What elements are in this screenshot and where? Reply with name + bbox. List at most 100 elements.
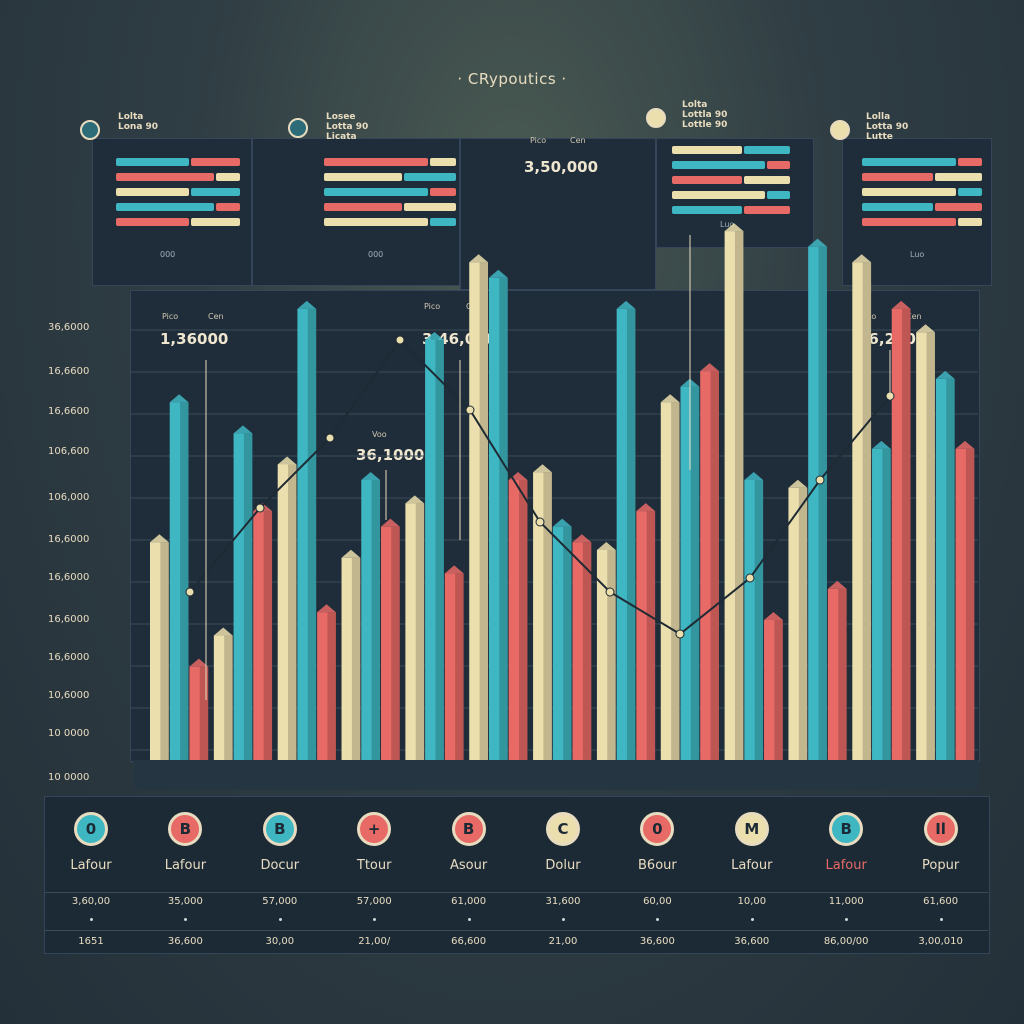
legend-swatch — [324, 158, 428, 166]
legend-swatch — [862, 173, 933, 181]
bar-shade — [224, 635, 233, 760]
bar-teal — [361, 480, 381, 760]
coin-value-secondary: 21,00/ — [358, 936, 391, 947]
bar-red — [253, 511, 273, 760]
callout-5-label-b: Cen — [906, 312, 922, 321]
legend-swatch — [744, 176, 790, 184]
bar-shade — [607, 550, 616, 760]
bar-cream — [852, 262, 872, 760]
legend-foot-2: 000 — [368, 250, 384, 259]
bar-shade — [902, 308, 911, 760]
bar-shade — [582, 542, 592, 760]
legend-swatch — [744, 206, 790, 214]
bar-cap — [488, 269, 508, 278]
legend-swatch — [672, 161, 765, 169]
bar-shade — [499, 277, 508, 760]
bar-cap — [444, 565, 464, 574]
bar-cap — [808, 238, 827, 247]
callout-1-label-a: Pico — [162, 312, 179, 321]
bar-shade — [690, 386, 700, 760]
coin-icon: + — [357, 812, 392, 846]
coin-icon: B — [168, 812, 203, 846]
callout-panel-top — [460, 138, 656, 290]
bar-cap — [572, 534, 592, 543]
bar-shade — [838, 588, 847, 760]
bar-red — [891, 308, 911, 760]
legend-swatch — [191, 188, 240, 196]
bar-cap — [297, 300, 317, 309]
legend-foot-4: Luo — [910, 250, 925, 259]
bar-cream — [277, 464, 297, 760]
bar-cream — [660, 402, 680, 760]
bar-red — [508, 480, 528, 760]
legend-swatch — [404, 173, 456, 181]
coin-row-dot — [750, 918, 754, 921]
trend-point — [745, 573, 755, 583]
bar-teal — [935, 378, 955, 760]
bar-shade — [946, 378, 955, 760]
bar-teal — [233, 433, 253, 760]
bar-cap — [150, 534, 169, 543]
bar-shade — [818, 246, 827, 760]
legend-swatch — [862, 158, 956, 166]
coin-name: Lafour — [731, 858, 773, 873]
bar-cap — [317, 604, 336, 613]
bar-shade — [435, 340, 444, 760]
bar-cap — [764, 612, 783, 620]
legend-swatch — [862, 218, 956, 226]
callout-3-label-a: Voo — [372, 430, 387, 439]
bar-teal — [808, 246, 827, 760]
bar-shade — [646, 511, 656, 760]
bar-shade — [479, 262, 489, 760]
coin-icon: 0 — [74, 812, 108, 846]
coin-name: Dolur — [545, 858, 581, 873]
y-tick: 16,6000 — [48, 572, 90, 583]
coin-row-dot — [184, 918, 188, 921]
coin-name: Docur — [260, 858, 300, 873]
bar-teal — [744, 480, 764, 760]
bar-shade — [243, 433, 253, 760]
legend-swatch — [324, 188, 428, 196]
legend-coin-icon-3 — [646, 108, 666, 128]
bar-cap — [213, 627, 233, 636]
bar-cream — [596, 550, 616, 760]
bar-cap — [724, 223, 744, 232]
callout-4-label-b: Cen — [570, 136, 586, 145]
coin-table-divider — [44, 930, 988, 931]
bar-cap — [425, 332, 444, 340]
coin-row-dot — [656, 918, 660, 921]
bar-cream — [788, 487, 808, 760]
bar-shade — [798, 487, 808, 760]
y-tick: 10 0000 — [48, 772, 90, 783]
bar-shade — [671, 402, 680, 760]
bar-red — [700, 371, 719, 760]
coin-row-dot — [467, 918, 471, 921]
legend-swatch — [862, 203, 933, 211]
bar-cap — [891, 300, 911, 309]
bar-teal — [169, 402, 189, 760]
legend-swatch — [116, 188, 189, 196]
callout-4-label-a: Pico — [530, 136, 547, 145]
coin-value-secondary: 66,600 — [451, 936, 487, 947]
coin-name: Lafour — [825, 858, 867, 873]
trend-point — [185, 587, 195, 597]
legend-coin-icon-1 — [80, 120, 100, 140]
bar-cap — [277, 456, 297, 465]
bar-red — [827, 588, 847, 760]
coin-row-dot — [939, 918, 943, 921]
coin-value-secondary: 36,600 — [167, 936, 203, 947]
bar-cap — [872, 440, 891, 449]
y-tick: 16,6000 — [48, 652, 90, 663]
coin-row-dot — [278, 918, 282, 921]
callout-1-value: 1,36000 — [160, 330, 229, 348]
bar-red — [317, 612, 336, 760]
bar-shade — [180, 402, 189, 760]
legend-swatch — [958, 158, 982, 166]
coin-value-primary: 3,60,00 — [71, 896, 111, 907]
bar-cream — [533, 472, 552, 760]
coin-row-dot — [90, 918, 93, 921]
bar-red — [955, 448, 975, 760]
coin-value-primary: 57,000 — [262, 896, 298, 907]
bar-cap — [552, 518, 572, 527]
bar-cap — [935, 370, 955, 379]
